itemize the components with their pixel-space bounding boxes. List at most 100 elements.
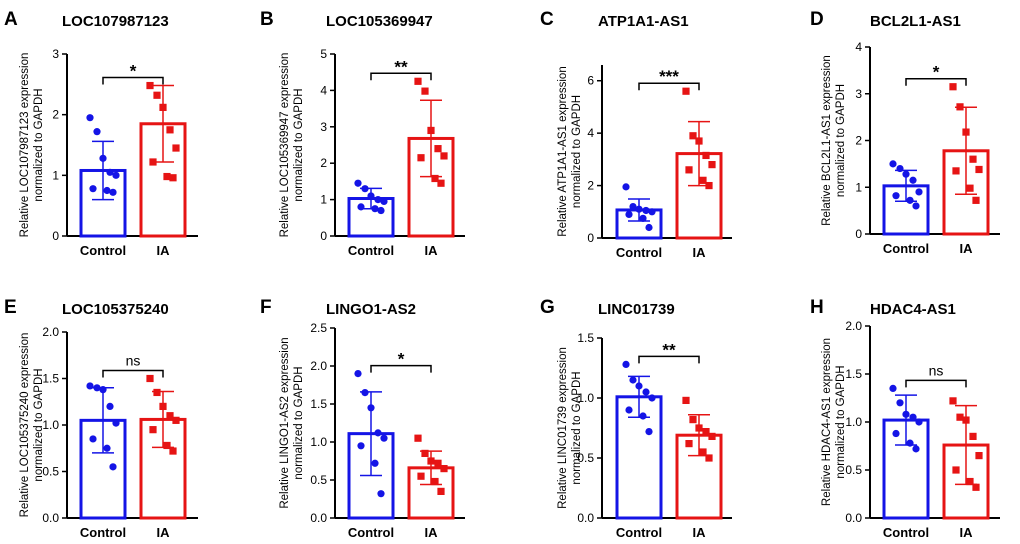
data-point-ia [682, 396, 690, 404]
data-point-control [361, 185, 369, 193]
data-point-control [380, 197, 388, 206]
y-tick-label: 0.0 [845, 511, 862, 525]
y-axis-label: normalized to GAPDH [33, 88, 45, 201]
y-axis-label: Relative LINGO1-AS2 expression [279, 337, 291, 508]
panel-letter: A [4, 9, 18, 30]
data-point-control [106, 402, 114, 410]
data-point-ia [966, 477, 974, 486]
data-point-control [629, 202, 637, 211]
data-point-ia [437, 487, 445, 495]
data-point-control [912, 445, 920, 453]
data-point-ia [431, 477, 439, 486]
data-point-ia [434, 459, 442, 467]
significance-bracket [102, 76, 164, 85]
data-point-control [357, 203, 365, 211]
y-tick-label: 0.0 [42, 511, 59, 525]
data-point-ia [699, 176, 707, 184]
data-point-ia [166, 126, 174, 134]
y-axis-label: normalized to GAPDH [835, 365, 847, 478]
data-point-control [361, 389, 369, 397]
x-tick-label: Control [348, 525, 394, 540]
data-point-ia [705, 454, 713, 462]
data-point-ia [702, 151, 710, 160]
panel-letter: F [260, 297, 272, 318]
panel-c: C ATP1A1-AS1 Relative ATP1A1-AS1 expressio… [540, 9, 732, 260]
data-point-ia [427, 457, 435, 465]
y-axis-label: Relative LOC105375240 expression [19, 333, 31, 518]
data-point-ia [689, 416, 697, 424]
panel-f: F LINGO1-AS2 Relative LINGO1-AS2 expressio… [260, 297, 465, 540]
panel-letter: E [4, 297, 17, 318]
data-point-control [112, 171, 120, 179]
data-point-ia [966, 184, 974, 192]
significance-label: *** [659, 67, 679, 86]
data-point-control [374, 429, 382, 437]
data-point-ia [431, 174, 439, 183]
y-tick-label: 3 [855, 87, 862, 101]
data-point-ia [414, 434, 422, 442]
y-tick-label: 1.0 [577, 391, 594, 405]
panel-letter: D [810, 9, 824, 30]
data-point-ia [172, 144, 180, 152]
data-point-control [896, 164, 904, 173]
data-point-control [906, 439, 914, 447]
y-tick-label: 2 [587, 179, 594, 193]
panel-title: LINGO1-AS2 [326, 301, 416, 318]
y-axis-label: normalized to GAPDH [33, 368, 45, 481]
y-tick-label: 2.0 [42, 325, 59, 339]
data-point-control [906, 196, 914, 204]
data-point-ia [956, 103, 964, 111]
data-point-ia [159, 103, 167, 111]
data-point-ia [702, 428, 710, 436]
data-point-ia [149, 426, 157, 434]
data-point-ia [699, 448, 707, 456]
x-tick-label: IA [425, 243, 439, 258]
data-point-control [112, 419, 120, 427]
x-tick-label: Control [883, 241, 929, 256]
y-tick-label: 1.5 [577, 331, 594, 345]
data-point-control [367, 404, 375, 412]
data-point-ia [163, 441, 171, 450]
y-tick-label: 2 [855, 134, 862, 148]
x-tick-label: Control [80, 525, 126, 540]
y-tick-label: 1.0 [310, 435, 327, 449]
significance-bracket [638, 82, 700, 91]
panel-title: LOC105375240 [62, 301, 169, 318]
y-tick-label: 1.5 [310, 397, 327, 411]
data-point-ia [146, 81, 154, 90]
panel-e: E LOC105375240 Relative LOC105375240 expre… [4, 297, 198, 540]
y-tick-label: 4 [320, 83, 327, 97]
data-point-control [892, 429, 900, 438]
y-tick-label: 0.0 [577, 511, 594, 525]
data-point-control [106, 168, 114, 176]
significance-bracket [102, 369, 164, 378]
x-tick-label: IA [157, 525, 171, 540]
data-point-ia [163, 172, 171, 181]
x-tick-label: IA [960, 241, 974, 256]
y-tick-label: 2.0 [845, 319, 862, 333]
data-point-ia [952, 167, 960, 175]
y-axis-label: Relative HDAC4-AS1 expression [821, 338, 833, 506]
x-tick-label: Control [616, 245, 662, 260]
y-axis-label: normalized to GAPDH [293, 366, 305, 479]
data-point-ia [414, 77, 422, 85]
x-tick-label: Control [883, 525, 929, 540]
data-point-ia [153, 91, 161, 99]
x-tick-label: IA [425, 525, 439, 540]
y-tick-label: 2 [320, 156, 327, 170]
data-point-ia [705, 181, 713, 190]
data-point-ia [149, 158, 157, 166]
panel-title: LINC01739 [598, 301, 675, 318]
data-point-control [86, 114, 94, 122]
significance-bracket [370, 364, 432, 373]
data-point-ia [153, 388, 161, 397]
y-tick-label: 4 [855, 40, 862, 54]
x-tick-label: Control [80, 243, 126, 258]
panel-letter: C [540, 9, 554, 30]
x-tick-label: Control [616, 525, 662, 540]
y-axis-label: Relative ATP1A1-AS1 expression [557, 66, 569, 236]
y-tick-label: 0.5 [310, 473, 327, 487]
data-point-ia [969, 155, 977, 163]
data-point-ia [972, 483, 980, 491]
